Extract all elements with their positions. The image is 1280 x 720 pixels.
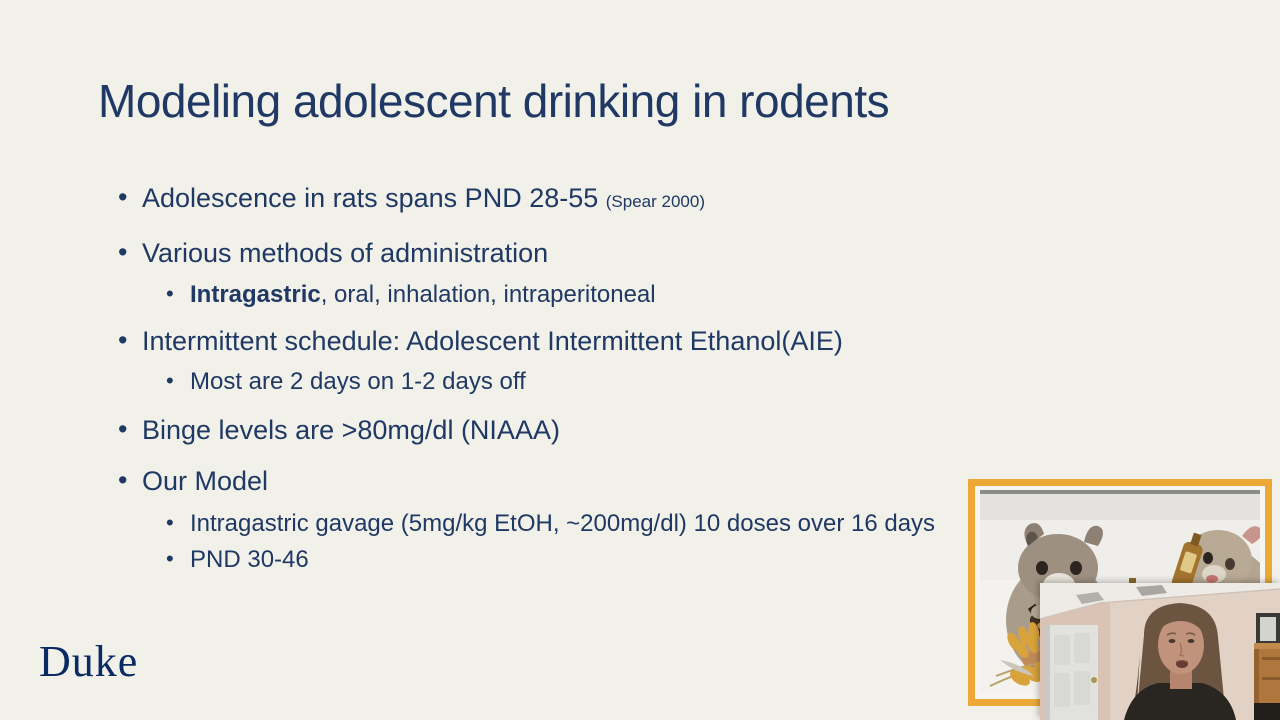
bullet-administration-methods: • Various methods of administration	[118, 236, 988, 270]
bullet-text: Adolescence in rats spans PND 28-55	[142, 183, 606, 213]
presenter-webcam	[1040, 583, 1280, 720]
bullet-gavage-detail: • Intragastric gavage (5mg/kg EtOH, ~200m…	[166, 508, 980, 540]
bullet-adolescence-span: • Adolescence in rats spans PND 28-55 (Sp…	[118, 181, 988, 219]
bullet-text-bold: Intragastric	[190, 281, 321, 308]
bullet-dot: •	[118, 465, 128, 495]
bullet-dot: •	[166, 281, 174, 306]
bullet-text: Our Model	[142, 466, 269, 496]
webcam-furniture	[1254, 613, 1280, 720]
bullet-text: PND 30-46	[190, 546, 309, 573]
webcam-scene	[1040, 583, 1280, 720]
duke-logo: Duke	[39, 637, 139, 686]
bullet-dot: •	[118, 237, 128, 267]
bullet-pnd-range: • PND 30-46	[166, 545, 988, 575]
bullet-intragastric-list: • Intragastric, oral, inhalation, intrape…	[166, 280, 988, 310]
bullet-text: Various methods of administration	[142, 238, 549, 268]
bullet-text: , oral, inhalation, intraperitoneal	[320, 281, 656, 308]
bullet-dot: •	[118, 325, 128, 355]
bullet-dot: •	[166, 510, 174, 535]
bullet-text: Most are 2 days on 1-2 days off	[190, 368, 526, 395]
bullet-text: Intragastric gavage (5mg/kg EtOH, ~200mg…	[190, 510, 936, 537]
slide-title: Modeling adolescent drinking in rodents	[98, 75, 890, 127]
presenter-person	[1124, 603, 1236, 720]
bullet-list: • Adolescence in rats spans PND 28-55 (Sp…	[118, 181, 988, 591]
citation-text: (Spear 2000)	[605, 192, 705, 211]
bullet-text: Binge levels are >80mg/dl (NIAAA)	[142, 415, 560, 445]
bullet-days-on-off: • Most are 2 days on 1-2 days off	[166, 367, 988, 397]
bullet-intermittent-schedule: • Intermittent schedule: Adolescent Inter…	[118, 324, 988, 358]
bullet-binge-levels: • Binge levels are >80mg/dl (NIAAA)	[118, 413, 988, 447]
bullet-dot: •	[166, 546, 174, 571]
bullet-dot: •	[118, 414, 128, 444]
bullet-text: Intermittent schedule: Adolescent Interm…	[142, 326, 843, 356]
bullet-our-model: • Our Model	[118, 464, 988, 498]
bullet-dot: •	[118, 182, 128, 212]
bullet-dot: •	[166, 368, 174, 393]
webcam-door	[1046, 625, 1098, 720]
